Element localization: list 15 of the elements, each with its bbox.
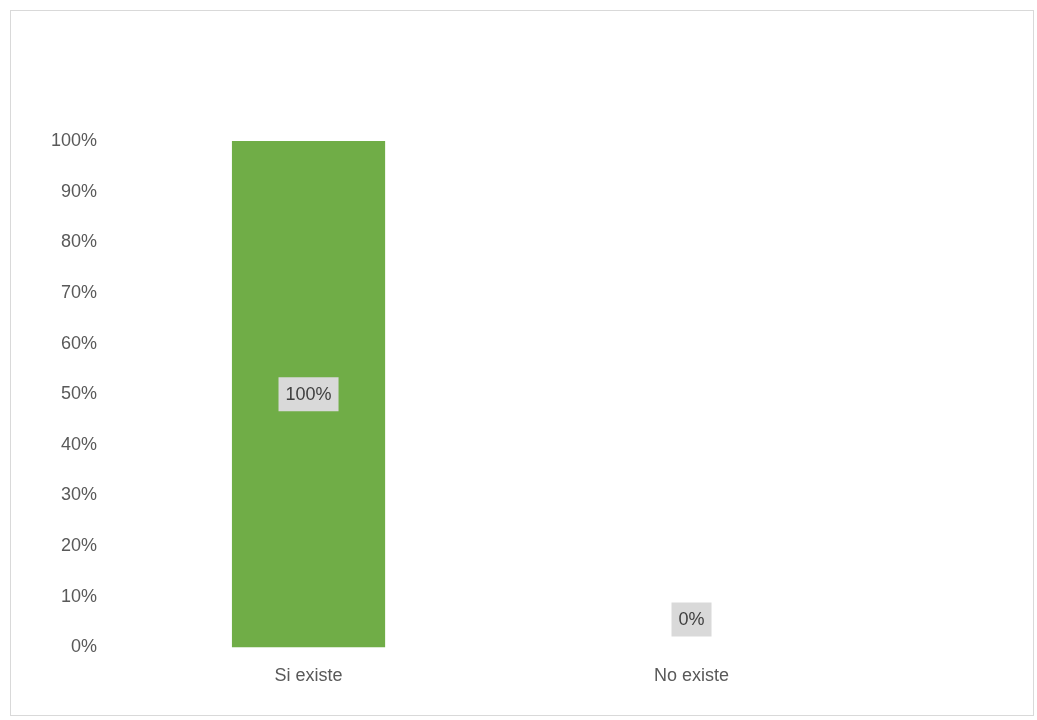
y-tick-label: 100% — [50, 129, 98, 150]
y-tick-label: 90% — [61, 180, 98, 201]
y-tick-label: 60% — [61, 332, 98, 353]
y-tick-label: 50% — [61, 383, 98, 404]
y-tick-label: 20% — [61, 535, 98, 556]
y-tick-label: 10% — [61, 585, 98, 606]
data-label: 100% — [285, 384, 332, 405]
y-tick-label: 70% — [61, 281, 98, 302]
y-tick-label: 40% — [61, 433, 98, 454]
y-tick-label: 80% — [61, 231, 98, 252]
data-label: 0% — [678, 609, 705, 630]
y-tick-label: 0% — [71, 636, 98, 657]
x-tick-label: No existe — [653, 665, 730, 686]
x-tick-label: Si existe — [274, 665, 343, 686]
y-tick-label: 30% — [61, 484, 98, 505]
